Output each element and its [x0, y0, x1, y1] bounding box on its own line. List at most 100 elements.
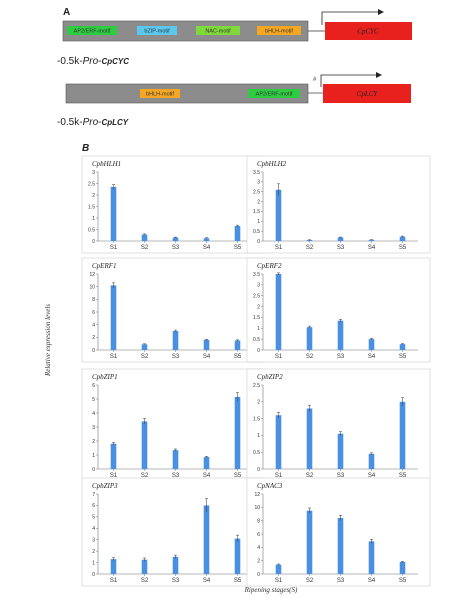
bar	[141, 559, 148, 574]
x-tick-label: S2	[306, 473, 314, 479]
motif-box	[196, 26, 240, 35]
bar	[141, 234, 148, 241]
x-tick-label: S4	[368, 473, 376, 479]
motif-box	[248, 89, 300, 98]
bar	[110, 443, 117, 469]
bar	[234, 538, 241, 574]
x-tick-label: S5	[234, 473, 242, 479]
motif-label: AP2/ERF-motif	[74, 29, 111, 35]
y-tick-label: 2	[257, 199, 260, 205]
bar	[368, 541, 375, 574]
y-tick-label: 8	[257, 518, 260, 524]
y-tick-label: 0.5	[253, 229, 260, 235]
bar	[399, 401, 406, 469]
bar	[275, 415, 282, 469]
x-tick-label: S5	[399, 245, 407, 251]
arrow-head-icon	[378, 9, 384, 15]
gene-box-label: CpCYC	[357, 28, 379, 36]
bar	[368, 239, 375, 241]
y-tick-label: 1.5	[253, 209, 260, 215]
bar	[234, 340, 241, 350]
x-tick-label: S2	[306, 245, 314, 251]
bar	[172, 237, 179, 241]
hash-marker: #	[313, 77, 317, 83]
y-tick-label: 1	[257, 326, 260, 332]
bar	[172, 450, 179, 469]
bar	[399, 344, 406, 350]
x-tick-label: S4	[368, 245, 376, 251]
panel-a-letter: A	[63, 7, 70, 18]
promoter-bar	[65, 83, 309, 104]
bar	[368, 453, 375, 469]
y-tick-label: 3	[257, 283, 260, 289]
bar	[203, 238, 210, 241]
y-tick-label: 2	[92, 439, 95, 445]
bar	[337, 433, 344, 469]
x-tick-label: S3	[337, 473, 345, 479]
chart-cpbzip1: CpbZIP1 0 1 2 3 4 5 6 S1 S2 S3 S4 S5	[81, 368, 266, 482]
y-tick-label: 6	[92, 383, 95, 389]
tss-arrow-icon	[321, 11, 378, 25]
y-tick-label: 1	[92, 216, 95, 222]
promoter-caption: -0.5k-Pro-CpLCY	[57, 117, 129, 128]
y-tick-label: 1.5	[88, 204, 95, 210]
panel-b-letter: B	[82, 143, 89, 154]
promoter-cplcy: bHLH-motif AP2/ERF-motif # CpLCY -0.5k-P…	[57, 72, 411, 128]
x-axis-title: Ripening stages(S)	[244, 586, 298, 594]
bar	[399, 236, 406, 241]
x-tick-label: S1	[110, 473, 118, 479]
y-tick-label: 2	[92, 335, 95, 341]
tss-arrow-icon	[320, 74, 376, 87]
y-tick-label: 0	[257, 239, 260, 245]
x-tick-label: S2	[141, 354, 149, 360]
bar	[368, 339, 375, 350]
gene-box	[325, 22, 412, 40]
motif-label: bZIP-motif	[144, 29, 170, 35]
chart-title: CpbHLH1	[92, 160, 121, 168]
bar	[306, 240, 313, 241]
bar	[306, 408, 313, 469]
y-tick-label: 0	[92, 572, 95, 578]
y-tick-label: 4	[92, 526, 95, 532]
chart-title: CpbZIP2	[257, 373, 283, 381]
motif-box	[67, 26, 117, 35]
x-tick-label: S5	[399, 473, 407, 479]
y-tick-label: 6	[257, 532, 260, 538]
y-tick-label: 0	[257, 467, 260, 473]
x-tick-label: S2	[141, 245, 149, 251]
bar	[141, 344, 148, 350]
x-tick-label: S3	[337, 245, 345, 251]
y-tick-label: 5	[92, 397, 95, 403]
y-tick-label: 1	[92, 453, 95, 459]
x-tick-label: S1	[275, 473, 283, 479]
motif-label: AP2/ERF-motif	[256, 92, 293, 98]
x-tick-label: S3	[172, 578, 180, 584]
x-tick-label: S2	[141, 473, 149, 479]
y-tick-label: 3	[92, 538, 95, 544]
y-tick-label: 2.5	[88, 181, 95, 187]
y-tick-label: 4	[92, 411, 95, 417]
y-tick-label: 3	[257, 180, 260, 186]
motif-box	[137, 26, 177, 35]
y-tick-label: 5	[92, 515, 95, 521]
y-tick-label: 1	[92, 560, 95, 566]
y-axis-title: Relative expression levels	[44, 304, 52, 377]
y-tick-label: 2.5	[253, 294, 260, 300]
x-tick-label: S3	[172, 245, 180, 251]
promoter-caption: -0.5k-Pro-CpCYC	[57, 56, 129, 67]
y-tick-label: 2	[257, 400, 260, 406]
y-tick-label: 1	[257, 433, 260, 439]
bar	[306, 327, 313, 350]
y-tick-label: 6	[92, 503, 95, 509]
gene-box-label: CpLCY	[357, 90, 379, 98]
y-tick-label: 2	[257, 558, 260, 564]
y-tick-label: 6	[92, 310, 95, 316]
x-tick-label: S4	[203, 245, 211, 251]
y-tick-label: 8	[92, 297, 95, 303]
chart-title: CpERF2	[257, 262, 282, 270]
bar	[234, 396, 241, 469]
y-tick-label: 0	[92, 467, 95, 473]
motif-label: bHLH-motif	[265, 29, 293, 35]
x-tick-label: S3	[172, 473, 180, 479]
bar	[337, 518, 344, 574]
